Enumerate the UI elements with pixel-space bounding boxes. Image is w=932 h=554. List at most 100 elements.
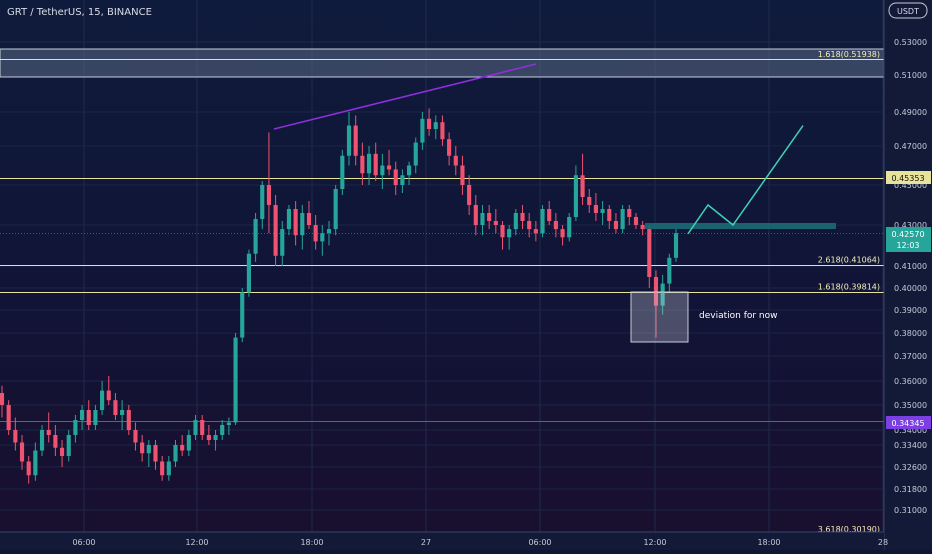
projection-path[interactable] (687, 125, 804, 235)
candle (273, 195, 278, 266)
countdown-label: 12:03 (896, 241, 919, 250)
candle (80, 405, 85, 430)
candle (507, 225, 512, 250)
time-tick-label: 18:00 (300, 538, 323, 547)
candle (380, 153, 385, 189)
price-tick-label: 0.31000 (894, 506, 927, 515)
candle-body (653, 277, 659, 306)
candle (213, 430, 218, 451)
candle-body (386, 165, 392, 170)
candle (100, 381, 105, 415)
candle-body (113, 400, 118, 415)
price-label-034345-bg (886, 416, 931, 429)
time-tick-label: 28 (878, 538, 888, 547)
candle-body (420, 118, 425, 143)
candle (280, 221, 285, 266)
candle (620, 205, 625, 234)
candle (607, 205, 612, 230)
price-axis[interactable] (884, 0, 932, 550)
time-axis[interactable] (0, 532, 884, 550)
candle (420, 112, 425, 150)
trend-line[interactable] (273, 63, 537, 130)
price-label-045353-bg (886, 171, 931, 184)
candle (353, 115, 358, 166)
resistance-zone-box[interactable] (0, 48, 885, 78)
candle (200, 415, 205, 440)
candle (427, 108, 432, 136)
candle-body (373, 153, 378, 176)
candle-body (627, 209, 632, 217)
candle-body (286, 209, 292, 230)
target-zone[interactable] (645, 223, 836, 229)
candle-body (320, 233, 325, 242)
candle-body (593, 205, 598, 213)
candle-body (146, 445, 151, 454)
candle-body (333, 189, 338, 230)
price-tick-label: 0.49000 (894, 108, 927, 117)
candle (520, 205, 525, 230)
time-tick-label: 06:00 (72, 538, 95, 547)
candle-body (173, 445, 178, 462)
candle (547, 201, 552, 225)
price-label-045353: 0.45353 (891, 174, 924, 183)
candle (413, 137, 418, 174)
candle-body (647, 229, 652, 277)
candle (46, 412, 51, 443)
candle-body (140, 442, 145, 454)
candle (39, 425, 45, 456)
time-tick-label: 18:00 (757, 538, 780, 547)
candle-body (580, 175, 585, 197)
currency-badge[interactable] (888, 2, 928, 19)
candle (306, 201, 312, 230)
candle (346, 112, 352, 166)
candle (533, 221, 538, 242)
candle (173, 440, 178, 467)
candle-body (620, 209, 625, 230)
candle-body (233, 337, 238, 423)
candle-body (473, 205, 478, 225)
deviation-box[interactable] (630, 291, 689, 343)
candle (286, 205, 292, 236)
candle-body (160, 461, 165, 476)
candle (627, 205, 632, 225)
candle (600, 201, 605, 225)
candle-body (240, 292, 245, 338)
symbol-title[interactable]: GRT / TetherUS, 15, BINANCE (7, 7, 152, 18)
candle (587, 189, 592, 213)
candles (0, 108, 679, 484)
time-tick-label: 27 (421, 538, 431, 547)
candle-body (73, 420, 78, 435)
candle-body (360, 155, 365, 174)
candle-body (13, 430, 18, 443)
price-tick-label: 0.47000 (894, 142, 927, 151)
price-tick-label: 0.39000 (894, 306, 927, 315)
candle (493, 209, 498, 234)
candle-body (540, 209, 545, 234)
candle-body (200, 420, 205, 435)
candle-body (226, 422, 231, 425)
price-tick-label: 0.35000 (894, 401, 927, 410)
candle (73, 415, 78, 443)
candle-body (513, 213, 518, 230)
candle (340, 149, 345, 195)
price-tick-label: 0.36000 (894, 377, 927, 386)
candle-body (253, 219, 258, 254)
candle-body (407, 165, 412, 176)
candle (140, 435, 145, 462)
candle-body (527, 221, 532, 230)
candle-body (507, 229, 512, 238)
time-tick-label: 06:00 (528, 538, 551, 547)
candle (300, 205, 305, 250)
candle (326, 221, 332, 246)
candle-body (560, 229, 565, 238)
candle-body (80, 410, 85, 420)
candle (386, 149, 392, 176)
fib-level-label: 3.618(0.30190) (818, 525, 880, 534)
fib-level-label: 1.618(0.51938) (818, 50, 880, 59)
price-tick-label: 0.53000 (894, 38, 927, 47)
candle (293, 201, 298, 246)
candle-body (400, 175, 405, 185)
candle (667, 253, 672, 293)
